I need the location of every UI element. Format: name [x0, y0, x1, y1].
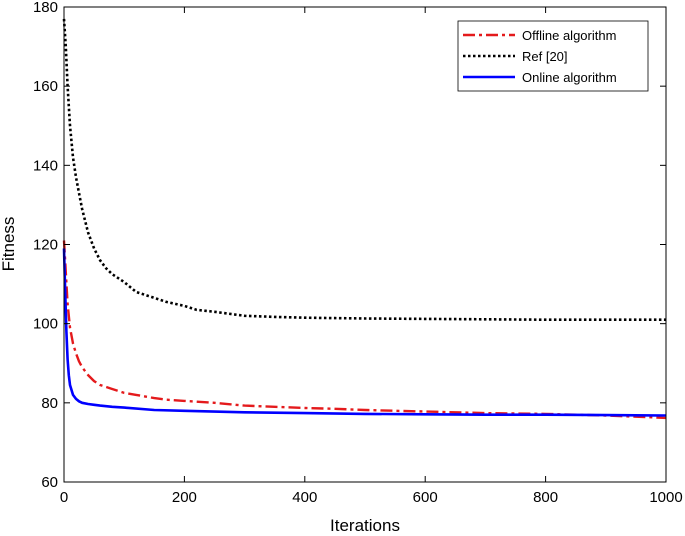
series-layer — [62, 18, 667, 420]
y-axis-title: Fitness — [0, 217, 18, 272]
legend: Offline algorithm Ref [20] Online algorith… — [457, 20, 649, 92]
series-line-2 — [62, 18, 666, 322]
x-tick-label: 0 — [60, 489, 68, 506]
x-tick-label: 1000 — [649, 489, 682, 506]
x-axis-ticks: 0 200 400 600 800 1000 — [60, 7, 683, 506]
legend-label-3: Online algorithm — [522, 70, 617, 85]
y-tick-label: 100 — [33, 316, 58, 333]
y-tick-label: 80 — [41, 395, 58, 412]
legend-label-1: Offline algorithm — [522, 28, 616, 43]
x-tick-label: 800 — [533, 489, 558, 506]
y-axis-ticks: 60 80 100 120 140 160 180 — [33, 0, 666, 491]
legend-label-2: Ref [20] — [522, 49, 568, 64]
y-tick-label: 60 — [41, 474, 58, 491]
x-axis-title: Iterations — [330, 516, 400, 535]
x-tick-label: 200 — [172, 489, 197, 506]
series-line-3 — [62, 248, 667, 417]
x-tick-label: 400 — [292, 489, 317, 506]
y-tick-label: 160 — [33, 78, 58, 95]
y-tick-label: 140 — [33, 157, 58, 174]
series-line-1 — [62, 240, 667, 420]
x-tick-label: 600 — [413, 489, 438, 506]
y-tick-label: 120 — [33, 237, 58, 254]
y-tick-label: 180 — [33, 0, 58, 16]
